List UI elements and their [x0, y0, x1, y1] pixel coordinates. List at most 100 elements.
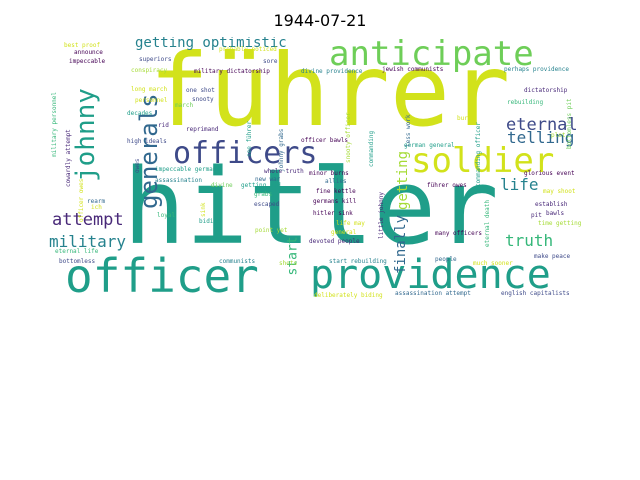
cloud-word-time-getting: time getting [538, 220, 582, 227]
cloud-word-people: people [435, 256, 457, 263]
cloud-word-much-sooner: much sooner [473, 260, 513, 267]
cloud-word-ich: ich [91, 204, 102, 211]
cloud-word-anticipate: anticipate [329, 37, 534, 74]
cloud-word-deliberately-biding: deliberately biding [314, 292, 383, 299]
cloud-word-hitler-sink: hitler sink [313, 210, 353, 217]
cloud-word-whole-truth: whole truth [264, 168, 304, 175]
cloud-word-march: march [175, 102, 194, 109]
cloud-word-soldier: soldier [411, 141, 555, 181]
cloud-word-make-peace: make peace [534, 253, 571, 260]
cloud-word-devoted-people: devoted people [309, 238, 360, 245]
cloud-word-communists: communists [219, 258, 256, 265]
cloud-word-english-capitalists: english capitalists [501, 290, 570, 297]
cloud-word-life: life [500, 175, 539, 194]
cloud-word-may-shoot: may shoot [543, 188, 576, 195]
cloud-word-long-march: long march [131, 86, 168, 93]
cloud-word-eternal-life: eternal life [55, 248, 99, 255]
cloud-word-establish: establish [535, 201, 568, 208]
cloud-word-jewish-communists: jewish communists [382, 66, 444, 73]
cloud-word-rearm: rearm [87, 198, 106, 205]
cloud-word-best-proof: best proof [64, 42, 101, 49]
cloud-word-fuehrer: führer [149, 37, 511, 149]
cloud-word-sink: sink [200, 202, 207, 217]
cloud-word-assassination-attempt: assassination attempt [395, 290, 471, 297]
cloud-word-start: start [285, 236, 301, 276]
cloud-word-finally: finally [393, 214, 409, 274]
cloud-word-germans-kill: germans kill [313, 198, 357, 205]
cloud-word-johnny-grabs: johnny grabs [278, 128, 285, 172]
cloud-word-life-may: life may [336, 220, 365, 227]
cloud-word-bawls: bawls [546, 210, 565, 217]
cloud-word-divine-providence: divine providence [301, 68, 363, 75]
cloud-word-many-officers: many officers [435, 230, 482, 237]
cloud-word-dictatorship: dictatorship [524, 87, 568, 94]
cloud-word-telling: telling [507, 128, 575, 147]
cloud-word-plot: plot [551, 132, 566, 139]
cloud-word-one-shot: one shot [186, 87, 215, 94]
cloud-word-biding: biding [199, 218, 221, 225]
cloud-word-point-yet: point yet [255, 227, 288, 234]
cloud-word-divine: divine [211, 182, 233, 189]
cloud-word-officers: officers [173, 136, 318, 171]
cloud-word-commanding-officer: commanding officer [475, 121, 482, 187]
cloud-word-less-work: less work [405, 114, 412, 147]
cloud-word-fine-kettle: fine kettle [316, 188, 356, 195]
cloud-word-shots: shots [279, 260, 298, 267]
cloud-word-pit: pit [531, 212, 542, 219]
cloud-word-military: military [49, 232, 127, 251]
cloud-word-glorious-event: glorious event [524, 170, 575, 177]
cloud-word-perhaps-providence: perhaps providence [504, 66, 570, 73]
cloud-word-bottomless-pit: bottomless pit [566, 98, 573, 149]
cloud-word-reprimand: reprimand [186, 126, 219, 133]
cloud-word-conspiracy: conspiracy [131, 67, 168, 74]
cloud-word-commanding: commanding [368, 130, 375, 167]
cloud-word-military-personnel: military personnel [51, 91, 58, 157]
cloud-word-eternal-death: eternal death [484, 200, 491, 247]
cloud-word-grabs: grabs [254, 191, 273, 198]
cloud-word-loyal: loyal [157, 212, 176, 219]
cloud-word-johnny: johnny [71, 88, 101, 182]
cloud-word-assassination: assassination [155, 177, 202, 184]
cloud-word-snooty: snooty [192, 96, 214, 103]
cloud-word-impeccable: impeccable [69, 58, 106, 65]
cloud-word-superiors: superiors [139, 56, 172, 63]
cloud-word-officer-owes: officer owes [78, 178, 85, 222]
cloud-word-escaped: escaped [254, 201, 280, 208]
word-cloud: hitler führer officer providence anticip… [49, 37, 594, 310]
cloud-word-high-ideals: high ideals [127, 138, 167, 145]
cloud-word-german-general: german general [404, 142, 455, 149]
cloud-word-sore: sore [263, 58, 278, 65]
cloud-word-personnel: personnel [135, 97, 168, 104]
cloud-word-start-rebuilding: start rebuilding [329, 258, 387, 265]
cloud-word-rebuilding: rebuilding [507, 99, 544, 106]
cloud-word-bottomless: bottomless [59, 258, 96, 265]
cloud-word-getting: getting [395, 150, 411, 210]
cloud-word-getting-optimistic: getting optimistic [135, 37, 287, 51]
cloud-word-decades: decades [127, 110, 153, 117]
cloud-word-officer-bawls: officer bawls [301, 137, 348, 144]
cloud-word-fuehrer-owes: führer owes [427, 182, 467, 189]
cloud-word-owes: owes [134, 158, 141, 173]
cloud-word-see-fuehrer: see führer [246, 120, 253, 157]
cloud-word-allies: allies [325, 178, 347, 185]
figure-title: 1944-07-21 [273, 11, 367, 30]
cloud-word-probably-noticed: probably noticed [219, 46, 277, 53]
cloud-word-cowardly-attempt: cowardly attempt [65, 129, 72, 187]
cloud-word-eternal: eternal [506, 115, 578, 135]
cloud-word-officer: officer [65, 249, 259, 303]
cloud-word-announce: announce [74, 49, 103, 56]
cloud-word-military-dictatorship: military dictatorship [194, 68, 270, 75]
cloud-word-general: general [331, 229, 357, 236]
cloud-word-truth: truth [505, 231, 554, 250]
cloud-word-new-war: new war [255, 176, 281, 183]
cloud-word-attempt: attempt [52, 210, 124, 230]
cloud-word-snooty-officer: snooty officer [345, 112, 352, 163]
cloud-word-getting-rid: getting rid [241, 182, 281, 189]
cloud-word-impeccable-germans: impeccable germans [155, 166, 221, 173]
cloud-word-hitler: hitler [123, 146, 499, 268]
cloud-word-rid: rid [158, 122, 169, 129]
cloud-word-little-johnny: little johnny [378, 192, 385, 239]
cloud-word-providence: providence [310, 252, 551, 298]
cloud-word-minor-burns: minor burns [309, 170, 349, 177]
cloud-word-burns: burns [457, 115, 476, 122]
